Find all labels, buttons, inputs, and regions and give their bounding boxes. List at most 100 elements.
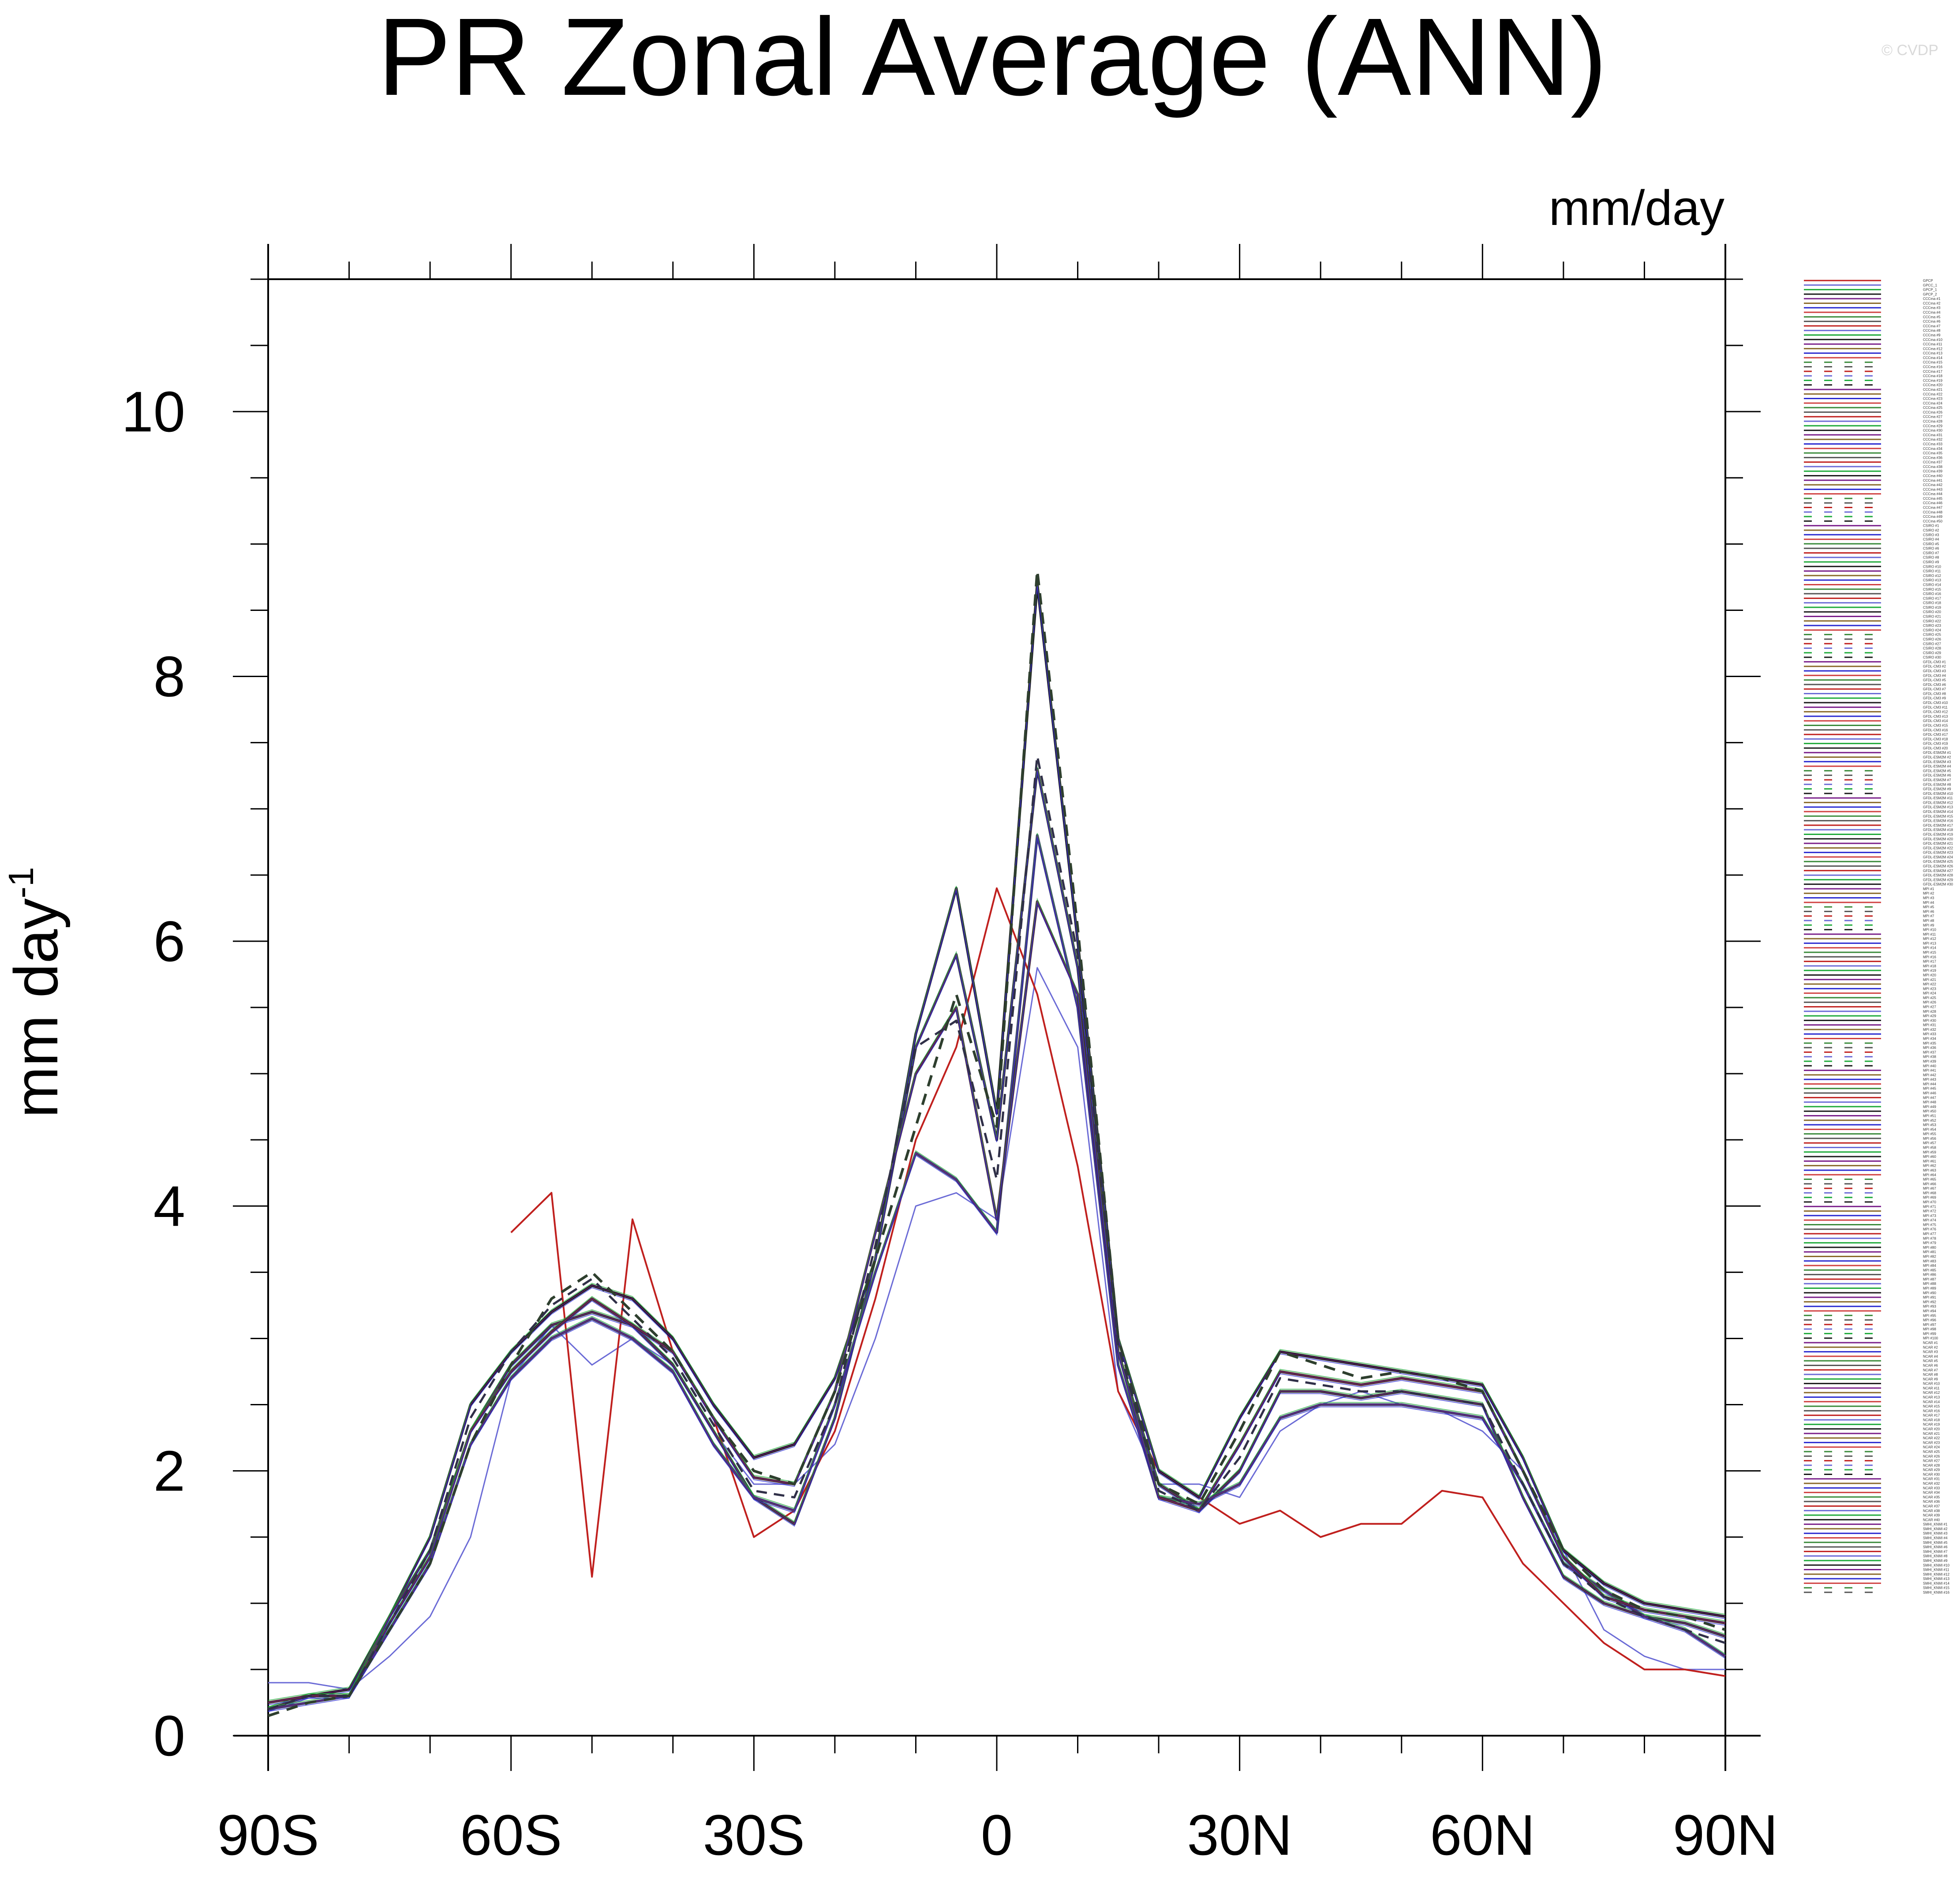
legend-label: CCCma #27 — [1923, 415, 1943, 419]
legend-label: CSIRO #2 — [1923, 528, 1939, 532]
legend-label: GFDL-ESM2M #14 — [1923, 810, 1953, 814]
legend-label: MPI #91 — [1923, 1295, 1936, 1299]
axis-ticks — [233, 244, 1761, 1771]
legend-label: CCCma #31 — [1923, 433, 1943, 437]
legend-label: GFDL-ESM2M #12 — [1923, 801, 1953, 805]
legend-label: CCCma #49 — [1923, 515, 1943, 519]
legend-label: NCAR #40 — [1923, 1518, 1940, 1522]
legend-label: GFDL-CM3 #19 — [1923, 742, 1948, 746]
legend-label: NCAR #20 — [1923, 1427, 1940, 1431]
legend-label: MPI #26 — [1923, 1000, 1936, 1004]
legend-label: MPI #19 — [1923, 969, 1936, 973]
legend-label: GFDL-ESM2M #30 — [1923, 883, 1953, 887]
legend-label: CCCma #30 — [1923, 429, 1943, 433]
legend-label: CCCma #50 — [1923, 519, 1943, 523]
legend-label: CCCma #21 — [1923, 388, 1943, 392]
legend-label: MPI #58 — [1923, 1146, 1936, 1150]
legend-label: MPI #27 — [1923, 1005, 1936, 1009]
legend-label: MPI #98 — [1923, 1327, 1936, 1331]
legend-label: SMHI_KNMI #9 — [1923, 1559, 1948, 1563]
legend-label: MPI #49 — [1923, 1105, 1936, 1109]
legend-label: NCAR #37 — [1923, 1504, 1940, 1508]
chart-title: PR Zonal Average (ANN) — [378, 0, 1607, 118]
legend-label: MPI #57 — [1923, 1141, 1936, 1145]
legend-label: NCAR #6 — [1923, 1363, 1938, 1367]
legend-label: NCAR #26 — [1923, 1454, 1940, 1458]
legend-label: GFDL-ESM2M #26 — [1923, 864, 1953, 868]
legend-label: CSIRO #27 — [1923, 642, 1941, 646]
legend-label: MPI #94 — [1923, 1309, 1936, 1313]
legend-label: MPI #8 — [1923, 919, 1934, 923]
legend-label: GFDL-ESM2M #6 — [1923, 774, 1951, 778]
legend-label: MPI #67 — [1923, 1187, 1936, 1190]
legend-label: CSIRO #16 — [1923, 592, 1941, 596]
legend-label: MPI #73 — [1923, 1214, 1936, 1218]
x-tick-label: 90S — [217, 1803, 319, 1867]
legend-label: NCAR #24 — [1923, 1445, 1940, 1449]
legend-label: CSIRO #23 — [1923, 624, 1941, 628]
legend-label: MPI #34 — [1923, 1037, 1936, 1041]
legend-label: MPI #52 — [1923, 1119, 1936, 1123]
legend-label: CCCma #2 — [1923, 301, 1941, 305]
legend-label: NCAR #3 — [1923, 1350, 1938, 1354]
legend-label: MPI #9 — [1923, 923, 1934, 927]
legend-label: GFDL-CM3 #5 — [1923, 678, 1946, 682]
y-tick-label: 6 — [153, 909, 185, 973]
legend-label: CCCma #12 — [1923, 347, 1943, 351]
legend-label: MPI #1 — [1923, 887, 1934, 891]
y-tick-labels: 0 2 4 6 8 10 — [121, 379, 185, 1768]
legend-label: GFDL-CM3 #1 — [1923, 660, 1946, 664]
legend-label: GFDL-CM3 #2 — [1923, 665, 1946, 669]
watermark: © CVDP — [1881, 42, 1938, 59]
legend-label: GFDL-CM3 #11 — [1923, 705, 1948, 709]
legend-label: CCCma #6 — [1923, 320, 1941, 324]
legend-label: MPI #42 — [1923, 1073, 1936, 1077]
legend-label: NCAR #29 — [1923, 1468, 1940, 1472]
legend-label: MPI #56 — [1923, 1137, 1936, 1141]
legend-label: MPI #75 — [1923, 1223, 1936, 1227]
legend-label: NCAR #5 — [1923, 1359, 1938, 1363]
legend-label: CCCma #39 — [1923, 469, 1943, 473]
legend-label: CSIRO #30 — [1923, 655, 1941, 659]
legend-label: SMHI_KNMI #14 — [1923, 1581, 1950, 1585]
legend-label: MPI #70 — [1923, 1200, 1936, 1204]
legend-label: MPI #60 — [1923, 1155, 1936, 1159]
legend-label: GFDL-CM3 #4 — [1923, 674, 1946, 678]
legend-label: MPI #68 — [1923, 1191, 1936, 1195]
legend-label: NCAR #18 — [1923, 1418, 1940, 1422]
legend-label: MPI #65 — [1923, 1178, 1936, 1182]
legend-label: CCCma #16 — [1923, 365, 1943, 369]
legend-label: NCAR #25 — [1923, 1450, 1940, 1454]
legend-label: MPI #77 — [1923, 1232, 1936, 1236]
units-label: mm/day — [1549, 180, 1724, 236]
legend-label: MPI #61 — [1923, 1159, 1936, 1163]
legend-label: MPI #28 — [1923, 1010, 1936, 1014]
legend-label: CCCma #33 — [1923, 442, 1943, 446]
legend-label: MPI #48 — [1923, 1101, 1936, 1104]
legend-label: MPI #62 — [1923, 1164, 1936, 1168]
y-tick-label: 0 — [153, 1703, 185, 1768]
legend-label: CCCma #24 — [1923, 401, 1943, 405]
legend-label: GFDL-ESM2M #25 — [1923, 860, 1953, 864]
legend-label: NCAR #35 — [1923, 1495, 1940, 1499]
legend-label: GFDL-CM3 #18 — [1923, 737, 1948, 741]
series-ensemble-member — [268, 586, 1726, 1712]
legend-label: CCCma #48 — [1923, 510, 1943, 514]
legend-label: CSIRO #13 — [1923, 578, 1941, 582]
legend-label: GFDL-CM3 #13 — [1923, 715, 1948, 719]
legend-label: SMHI_KNMI #2 — [1923, 1527, 1948, 1531]
legend-label: GFDL-ESM2M #10 — [1923, 792, 1953, 796]
legend-label: MPI #59 — [1923, 1150, 1936, 1154]
legend-label: CSIRO #10 — [1923, 565, 1941, 569]
series-ensemble-member — [268, 767, 1726, 1707]
legend-label: GFDL-ESM2M #4 — [1923, 764, 1951, 768]
legend-label: MPI #95 — [1923, 1314, 1936, 1318]
legend-label: CCCma #14 — [1923, 356, 1943, 360]
legend-label: MPI #40 — [1923, 1064, 1936, 1068]
legend-label: MPI #22 — [1923, 982, 1936, 986]
legend-label: SMHI_KNMI #1 — [1923, 1523, 1948, 1527]
legend-label: MPI #78 — [1923, 1236, 1936, 1240]
legend-label: MPI #93 — [1923, 1305, 1936, 1309]
legend-label: MPI #89 — [1923, 1287, 1936, 1291]
